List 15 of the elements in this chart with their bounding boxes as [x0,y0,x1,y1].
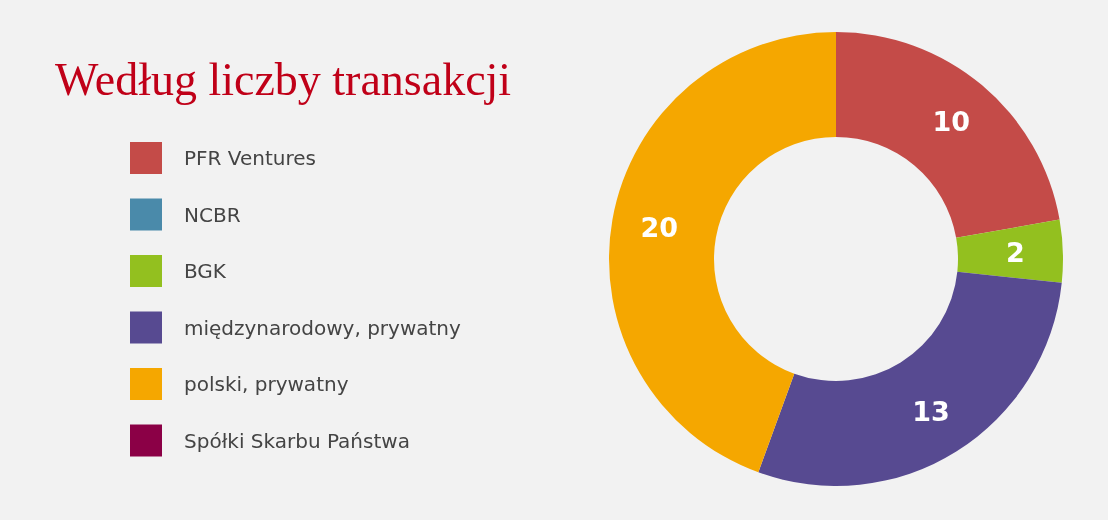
data-label: 10 [932,106,971,137]
data-label: 20 [640,212,679,244]
data-label: 13 [912,395,950,427]
text: Według liczby transakcji [55,54,512,105]
legend-label: NCBR [184,202,241,227]
donut-slice [609,32,836,473]
donut-slice [758,271,1062,486]
legend-label: Spółki Skarbu Państwa [184,428,410,453]
legend-label: BGK [184,259,227,283]
donut-slice [956,219,1063,283]
data-label: 2 [1005,237,1025,269]
legend-label: PFR Ventures [184,146,316,170]
legend-label: międzynarodowy, prywatny [184,315,462,340]
legend-label: polski, prywatny [184,372,349,396]
donut-slice [836,32,1060,238]
